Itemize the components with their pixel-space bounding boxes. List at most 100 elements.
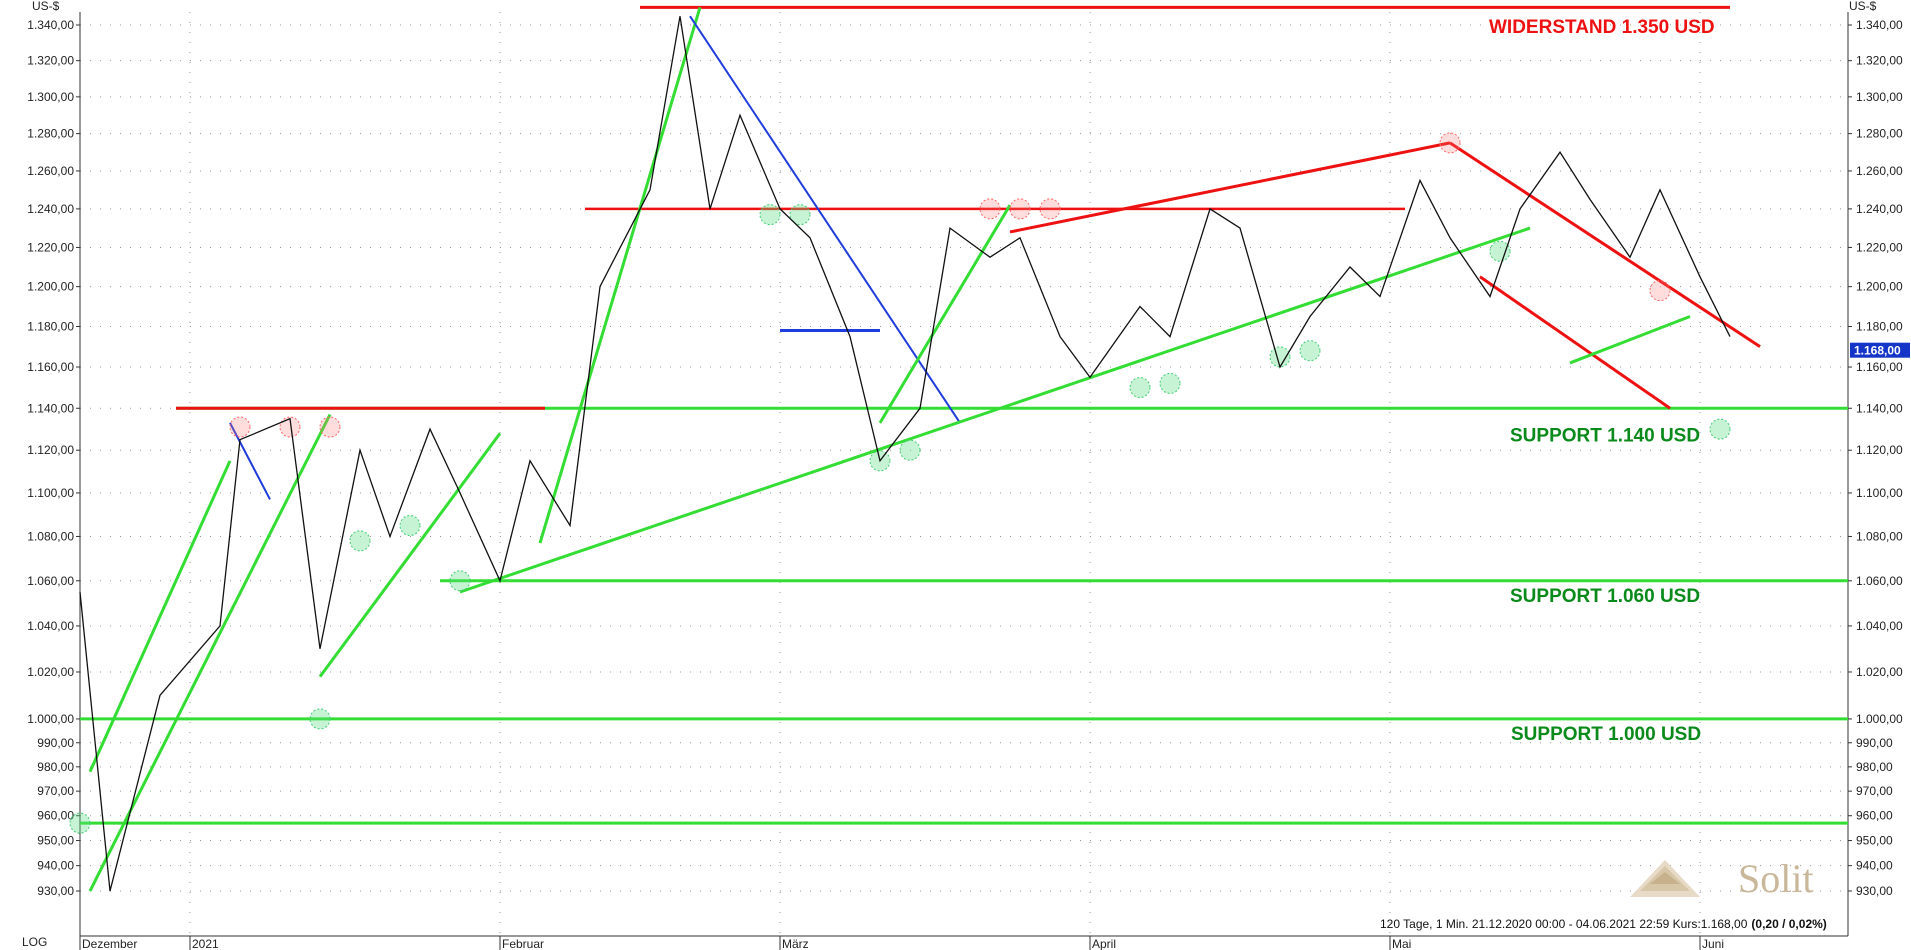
support-pivot-marker [1299, 340, 1321, 362]
grid [80, 12, 1848, 936]
uptrend-line [318, 432, 502, 678]
y-tick-label-right: 1.340,00 [1856, 18, 1903, 32]
y-tick-label-right: 1.220,00 [1856, 240, 1903, 254]
y-tick-label-left: 960,00 [37, 809, 74, 823]
right-unit-label: US-$ [1849, 0, 1877, 13]
resistance-pivot-marker [319, 416, 341, 438]
level-annotation-label: SUPPORT 1.060 USD [1510, 586, 1700, 607]
y-tick-label-left: 1.180,00 [27, 319, 74, 333]
x-tick-label: Dezember [82, 937, 137, 950]
support-pivot-marker [789, 204, 811, 226]
y-tick-label-right: 1.100,00 [1856, 486, 1903, 500]
left-unit-label: US-$ [32, 0, 60, 13]
support-pivot-marker [899, 439, 921, 461]
y-tick-label-right: 1.320,00 [1856, 54, 1903, 68]
x-tick-label: 2021 [192, 937, 219, 950]
chart-info-change: (0,20 / 0,02%) [1751, 917, 1826, 931]
resistance-pivot-marker [279, 416, 301, 438]
y-tick-label-right: 1.000,00 [1856, 712, 1903, 726]
y-tick-label-left: 1.200,00 [27, 280, 74, 294]
resistance-pivot-marker [1039, 198, 1061, 220]
scale-mode-label: LOG [22, 935, 47, 949]
y-tick-label-left: 1.040,00 [27, 619, 74, 633]
uptrend-line [1569, 315, 1691, 365]
x-tick-label: März [782, 937, 809, 950]
chart-info-text: 120 Tage, 1 Min. 21.12.2020 00:00 - 04.0… [1380, 917, 1748, 931]
x-tick-label: April [1092, 937, 1116, 950]
y-tick-label-right: 1.080,00 [1856, 529, 1903, 543]
y-tick-label-right: 1.240,00 [1856, 202, 1903, 216]
y-tick-label-right: 1.060,00 [1856, 574, 1903, 588]
resistance-trendline [1009, 141, 1451, 234]
y-tick-label-left: 1.100,00 [27, 486, 74, 500]
resistance-pivot-marker [1649, 280, 1671, 302]
y-tick-label-right: 940,00 [1856, 859, 1893, 873]
y-tick-label-left: 970,00 [37, 784, 74, 798]
y-tick-label-right: 1.180,00 [1856, 319, 1903, 333]
y-tick-label-left: 1.280,00 [27, 127, 74, 141]
uptrend-line [878, 204, 1012, 424]
y-tick-label-left: 1.080,00 [27, 529, 74, 543]
y-tick-label-left: 930,00 [37, 884, 74, 898]
resistance-pivot-marker [1009, 198, 1031, 220]
brand-logo: Solit [1630, 856, 1814, 901]
y-tick-label-right: 1.160,00 [1856, 360, 1903, 374]
y-tick-label-right: 950,00 [1856, 834, 1893, 848]
chart-info-footer: 120 Tage, 1 Min. 21.12.2020 00:00 - 04.0… [1380, 917, 1827, 931]
x-tick-label: Februar [502, 937, 544, 950]
y-tick-label-right: 1.260,00 [1856, 164, 1903, 178]
y-tick-label-right: 990,00 [1856, 736, 1893, 750]
support-pivot-marker [449, 570, 471, 592]
x-tick-label: Juni [1702, 937, 1724, 950]
x-tick-label: Mai [1392, 937, 1411, 950]
y-tick-label-right: 960,00 [1856, 809, 1893, 823]
support-pivot-marker [399, 515, 421, 537]
y-tick-label-left: 1.120,00 [27, 443, 74, 457]
uptrend-line [538, 6, 702, 544]
y-tick-label-left: 1.020,00 [27, 665, 74, 679]
y-tick-label-right: 1.120,00 [1856, 443, 1903, 457]
downtrend-line [689, 15, 961, 424]
y-tick-label-left: 950,00 [37, 834, 74, 848]
y-tick-label-right: 1.200,00 [1856, 280, 1903, 294]
y-tick-label-right: 1.300,00 [1856, 90, 1903, 104]
uptrend-line [88, 460, 232, 773]
level-annotations: WIDERSTAND 1.350 USD SUPPORT 1.140 USD SUP… [1489, 17, 1715, 745]
level-annotation-label: SUPPORT 1.140 USD [1510, 425, 1700, 446]
y-tick-label-right: 930,00 [1856, 884, 1893, 898]
y-tick-label-right: 1.280,00 [1856, 127, 1903, 141]
y-tick-label-left: 1.300,00 [27, 90, 74, 104]
y-tick-label-left: 1.140,00 [27, 401, 74, 415]
y-tick-label-left: 1.060,00 [27, 574, 74, 588]
y-tick-label-right: 980,00 [1856, 760, 1893, 774]
support-pivot-marker [1269, 346, 1291, 368]
y-tick-label-left: 1.240,00 [27, 202, 74, 216]
y-tick-label-left: 1.340,00 [27, 18, 74, 32]
y-tick-label-left: 990,00 [37, 736, 74, 750]
support-pivot-marker [69, 812, 91, 834]
price-series-line [79, 16, 1731, 892]
support-pivot-marker [1709, 418, 1731, 440]
y-tick-label-right: 1.140,00 [1856, 401, 1903, 415]
y-tick-label-right: 970,00 [1856, 784, 1893, 798]
support-pivot-marker [759, 204, 781, 226]
y-tick-label-left: 1.220,00 [27, 240, 74, 254]
level-annotation-label: SUPPORT 1.000 USD [1511, 724, 1701, 745]
support-pivot-marker [1129, 377, 1151, 399]
level-annotation-label: WIDERSTAND 1.350 USD [1489, 17, 1715, 38]
resistance-pivot-marker [229, 416, 251, 438]
y-tick-label-left: 940,00 [37, 859, 74, 873]
uptrend-line [459, 226, 1531, 594]
y-tick-label-right: 1.040,00 [1856, 619, 1903, 633]
resistance-pivot-marker [1439, 132, 1461, 154]
pivot-markers [69, 132, 1731, 834]
support-pivot-marker [1489, 240, 1511, 262]
current-price-box: 1.168,00 [1850, 342, 1910, 358]
y-tick-label-left: 1.160,00 [27, 360, 74, 374]
support-pivot-marker [1159, 372, 1181, 394]
channel-line [1479, 275, 1671, 410]
trendlines [80, 5, 1848, 892]
support-pivot-marker [309, 708, 331, 730]
